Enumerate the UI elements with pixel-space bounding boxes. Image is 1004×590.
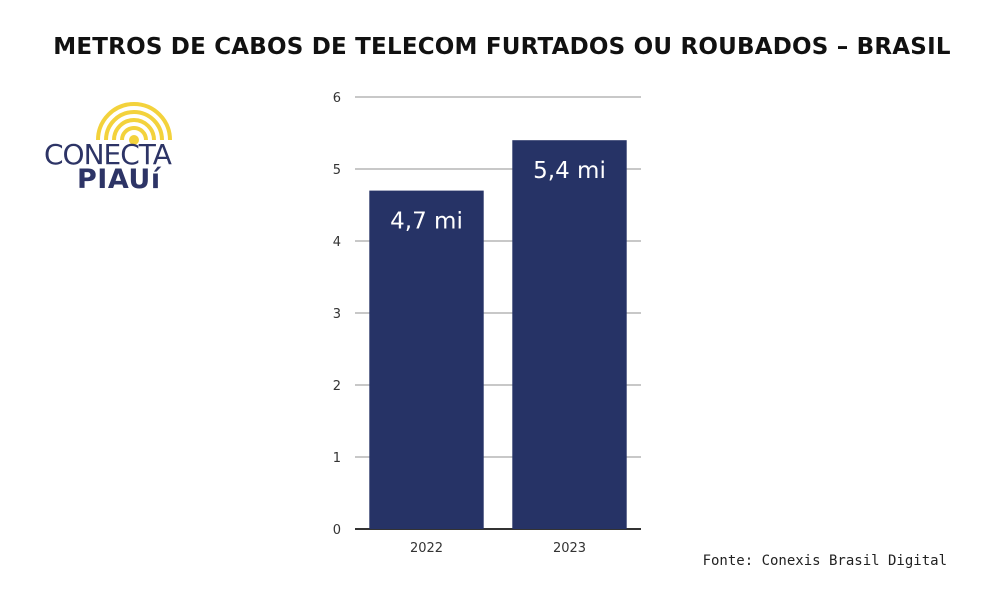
- chart-title: METROS DE CABOS DE TELECOM FURTADOS OU R…: [53, 34, 951, 60]
- bars: [369, 140, 627, 529]
- logo-text-conecta: CONECTA: [44, 138, 172, 171]
- bar-2023: [512, 140, 627, 529]
- y-tick-label: 0: [333, 523, 341, 538]
- y-tick-label: 5: [333, 163, 341, 178]
- y-tick-label: 1: [333, 451, 341, 466]
- x-category-labels: 2022 2023: [410, 541, 586, 556]
- sun-rays-icon: [96, 102, 172, 145]
- bar-data-labels: 4,7 mi 5,4 mi: [390, 158, 606, 234]
- y-tick-label: 3: [333, 307, 341, 322]
- x-category-label: 2022: [410, 541, 443, 556]
- logo-text-piaui: PIAUí: [77, 164, 161, 195]
- y-tick-label: 6: [333, 91, 341, 106]
- source-note: Fonte: Conexis Brasil Digital: [702, 553, 947, 569]
- bar-2022: [369, 190, 484, 529]
- bar-data-label: 5,4 mi: [533, 158, 606, 184]
- conecta-piaui-logo: CONECTA PIAUí: [44, 100, 204, 200]
- bar-data-label: 4,7 mi: [390, 209, 463, 235]
- y-tick-labels: 0 1 2 3 4 5 6: [333, 91, 341, 538]
- y-tick-label: 2: [333, 379, 341, 394]
- x-category-label: 2023: [553, 541, 586, 556]
- y-tick-label: 4: [333, 235, 341, 250]
